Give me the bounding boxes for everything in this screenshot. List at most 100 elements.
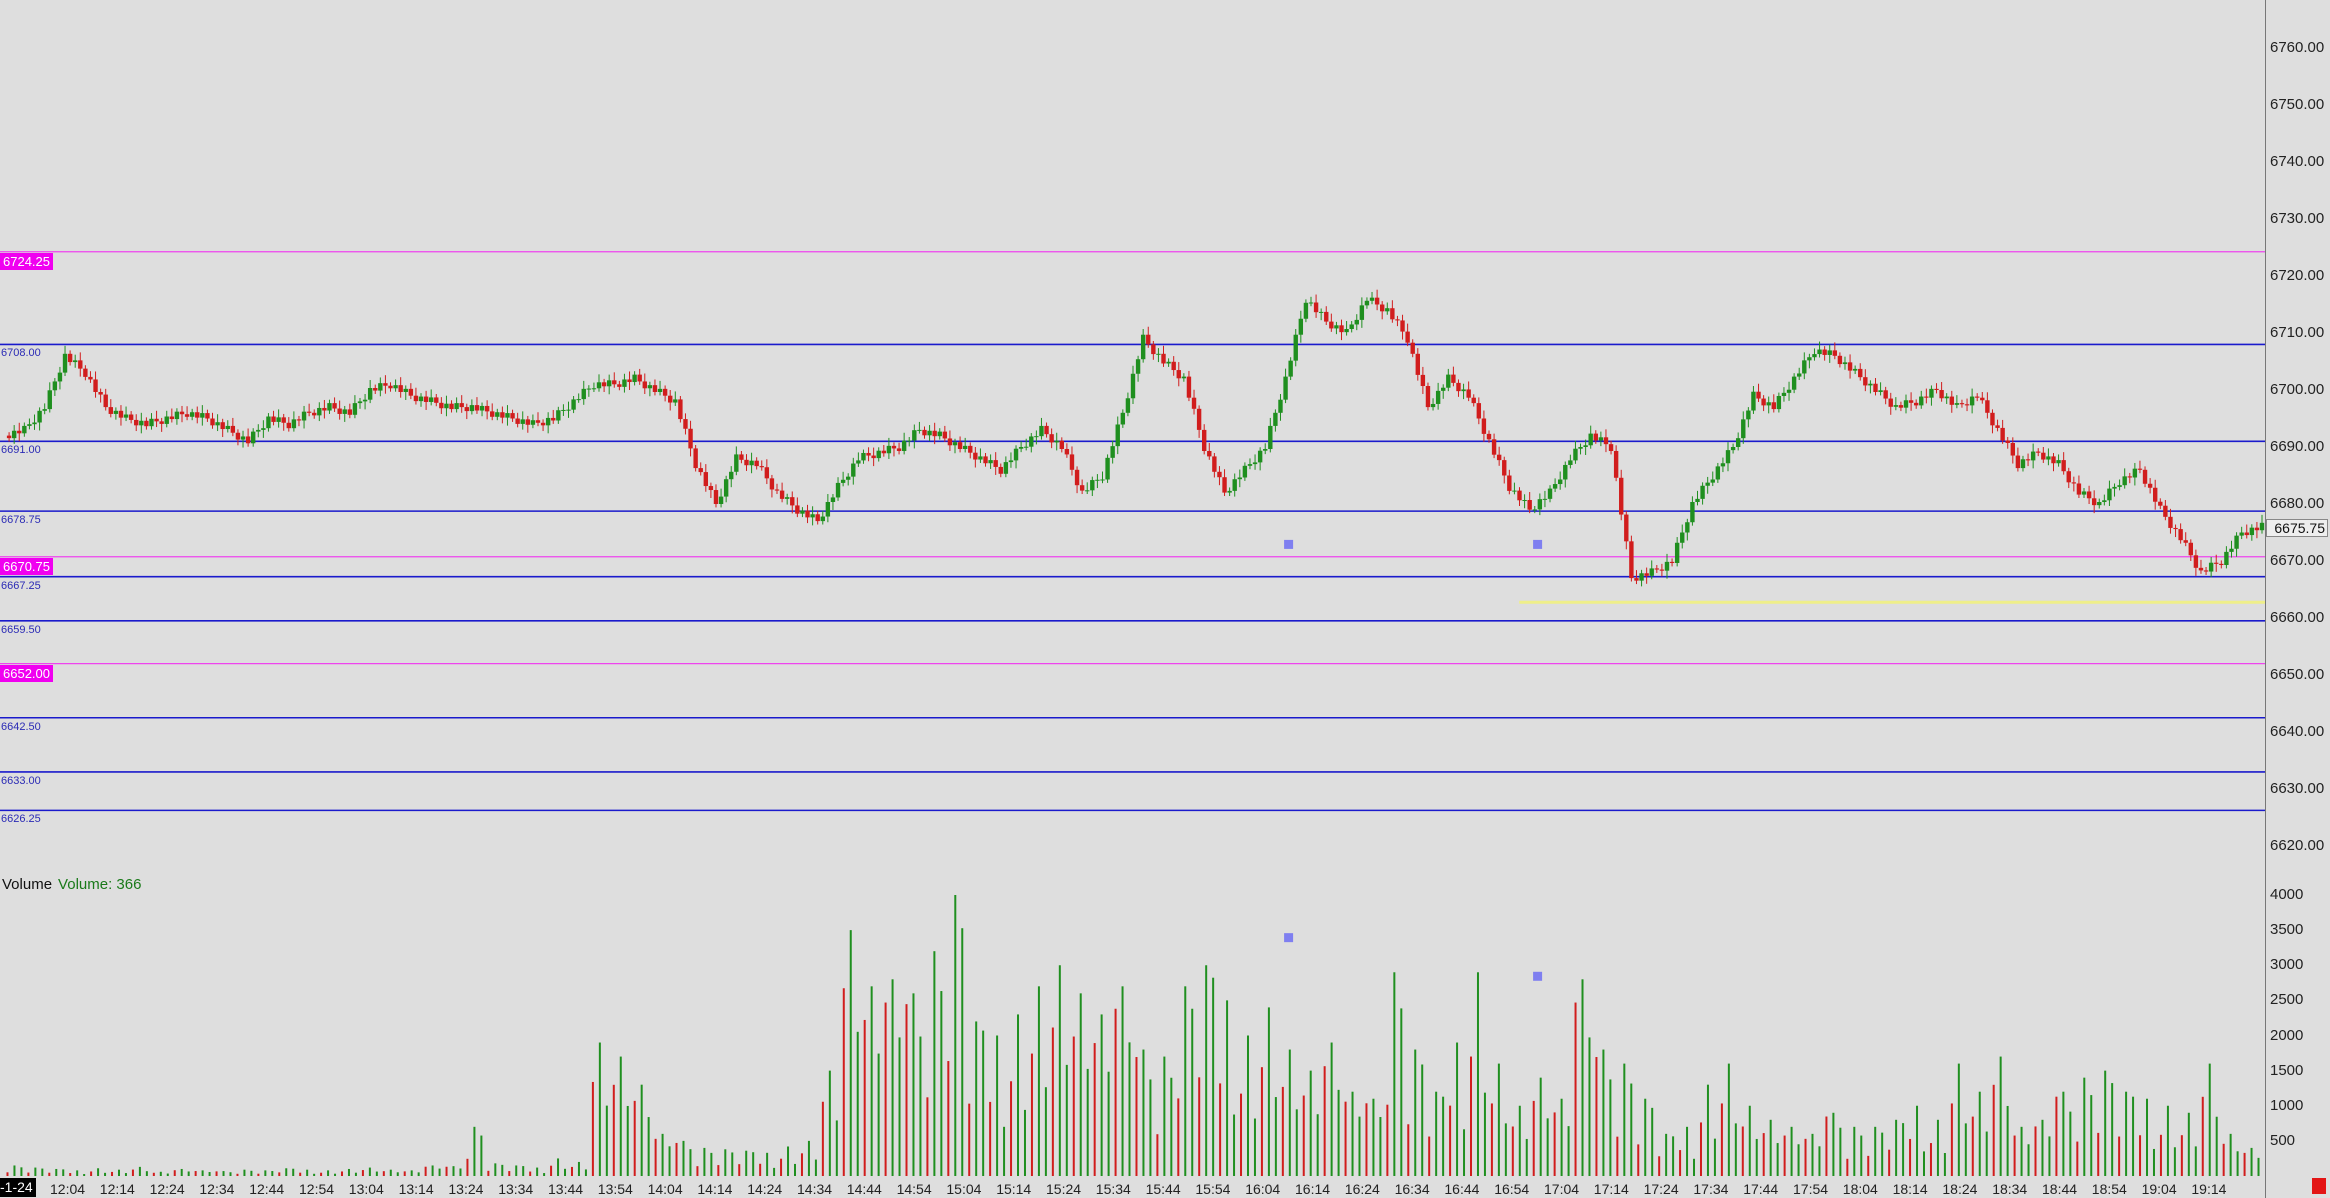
candle-body — [2046, 456, 2051, 460]
candle-body — [1883, 390, 1888, 399]
candle-body — [1878, 390, 1883, 392]
volume-bar — [668, 1146, 671, 1176]
candle-body — [276, 417, 281, 422]
candle-body — [1807, 357, 1812, 361]
candle-body — [2122, 476, 2127, 486]
candle-body — [1903, 400, 1909, 408]
volume-bar — [445, 1166, 448, 1176]
volume-bar — [1992, 1084, 1995, 1176]
candle-body — [1090, 480, 1095, 491]
volume-bar — [145, 1171, 148, 1176]
volume-bar — [1539, 1077, 1542, 1176]
volume-bar — [2166, 1105, 2169, 1176]
candle-body — [495, 412, 500, 417]
volume-bar — [752, 1152, 755, 1176]
candle-body — [759, 466, 764, 468]
session-corner-label: -1-24 — [0, 1178, 36, 1197]
candle-body — [1110, 446, 1115, 458]
candle-body — [734, 454, 739, 472]
volume-bar — [341, 1171, 344, 1176]
candle-body — [1705, 482, 1710, 486]
candle-body — [306, 411, 312, 413]
candle-body — [378, 383, 383, 391]
volume-bar — [1372, 1098, 1375, 1176]
volume-bar — [215, 1171, 218, 1176]
price-tick-label: 6630.00 — [2270, 780, 2325, 797]
candle-body — [1985, 400, 1990, 413]
volume-bar — [1560, 1098, 1563, 1176]
candle-body — [1446, 374, 1451, 388]
volume-bar — [550, 1165, 553, 1176]
volume-bar — [1651, 1107, 1654, 1176]
volume-bar — [1337, 1089, 1340, 1176]
candle-body — [6, 435, 12, 439]
candle-body — [1324, 311, 1329, 322]
volume-bar — [494, 1163, 497, 1176]
candle-body — [1980, 397, 1985, 401]
volume-bar — [996, 1035, 999, 1176]
volume-bar — [940, 991, 943, 1176]
volume-bar — [975, 1021, 978, 1176]
candle-body — [1400, 320, 1405, 332]
candle-body — [1283, 376, 1288, 400]
candle-body — [1771, 402, 1776, 410]
candle-body — [1568, 460, 1573, 465]
volume-bar — [306, 1169, 309, 1176]
candle-body — [1491, 439, 1497, 455]
volume-bar — [605, 1105, 608, 1176]
candle-body — [1003, 462, 1009, 474]
candle-body — [1934, 388, 1939, 390]
volume-bar — [1233, 1114, 1236, 1176]
candle-body — [388, 385, 393, 389]
candle-body — [718, 496, 724, 504]
volume-bar — [905, 1004, 908, 1176]
candle-body — [220, 422, 225, 430]
candle-body — [403, 388, 408, 392]
time-tick-label: 14:34 — [797, 1181, 833, 1197]
volume-value: Volume: 366 — [58, 876, 142, 893]
candle-body — [1227, 490, 1232, 493]
candle-body — [1725, 450, 1731, 464]
yellow-level-line — [1519, 600, 2265, 604]
candle-body — [327, 403, 332, 411]
volume-bar — [982, 1030, 985, 1176]
candle-body — [169, 416, 175, 420]
volume-bar — [989, 1101, 992, 1176]
candle-body — [1573, 448, 1578, 461]
candle-body — [952, 442, 958, 446]
candle-body — [2025, 459, 2031, 461]
blue-level-label: 6633.00 — [1, 774, 41, 787]
candle-body — [947, 438, 953, 446]
volume-bar — [1706, 1084, 1709, 1176]
candle-body — [1318, 311, 1324, 313]
candle-body — [515, 418, 520, 424]
volume-bar — [361, 1170, 364, 1176]
volume-bar — [2020, 1126, 2023, 1176]
volume-bar — [1288, 1049, 1291, 1176]
volume-bar — [1895, 1119, 1898, 1176]
candle-body — [479, 405, 485, 411]
volume-bar — [1114, 1008, 1117, 1176]
candle-body — [1913, 402, 1919, 406]
candle-body — [149, 418, 154, 427]
time-tick-label: 15:14 — [996, 1181, 1032, 1197]
volume-bar — [389, 1169, 392, 1176]
volume-bar — [1212, 977, 1215, 1176]
volume-bar — [2139, 1135, 2142, 1176]
volume-bar — [954, 895, 957, 1176]
candle-body — [1613, 450, 1619, 478]
volume-bar — [1832, 1112, 1835, 1176]
volume-bar — [1274, 1097, 1277, 1176]
volume-bar — [1079, 993, 1082, 1176]
volume-bar — [452, 1166, 455, 1176]
volume-bar — [724, 1149, 727, 1176]
volume-bar — [968, 1103, 971, 1176]
candle-body — [189, 412, 195, 417]
time-tick-label: 18:04 — [1842, 1181, 1878, 1197]
volume-bar — [1978, 1091, 1981, 1176]
candle-body — [1929, 388, 1934, 398]
time-tick-label: 18:44 — [2042, 1181, 2078, 1197]
alert-indicator[interactable] — [2312, 1178, 2326, 1194]
